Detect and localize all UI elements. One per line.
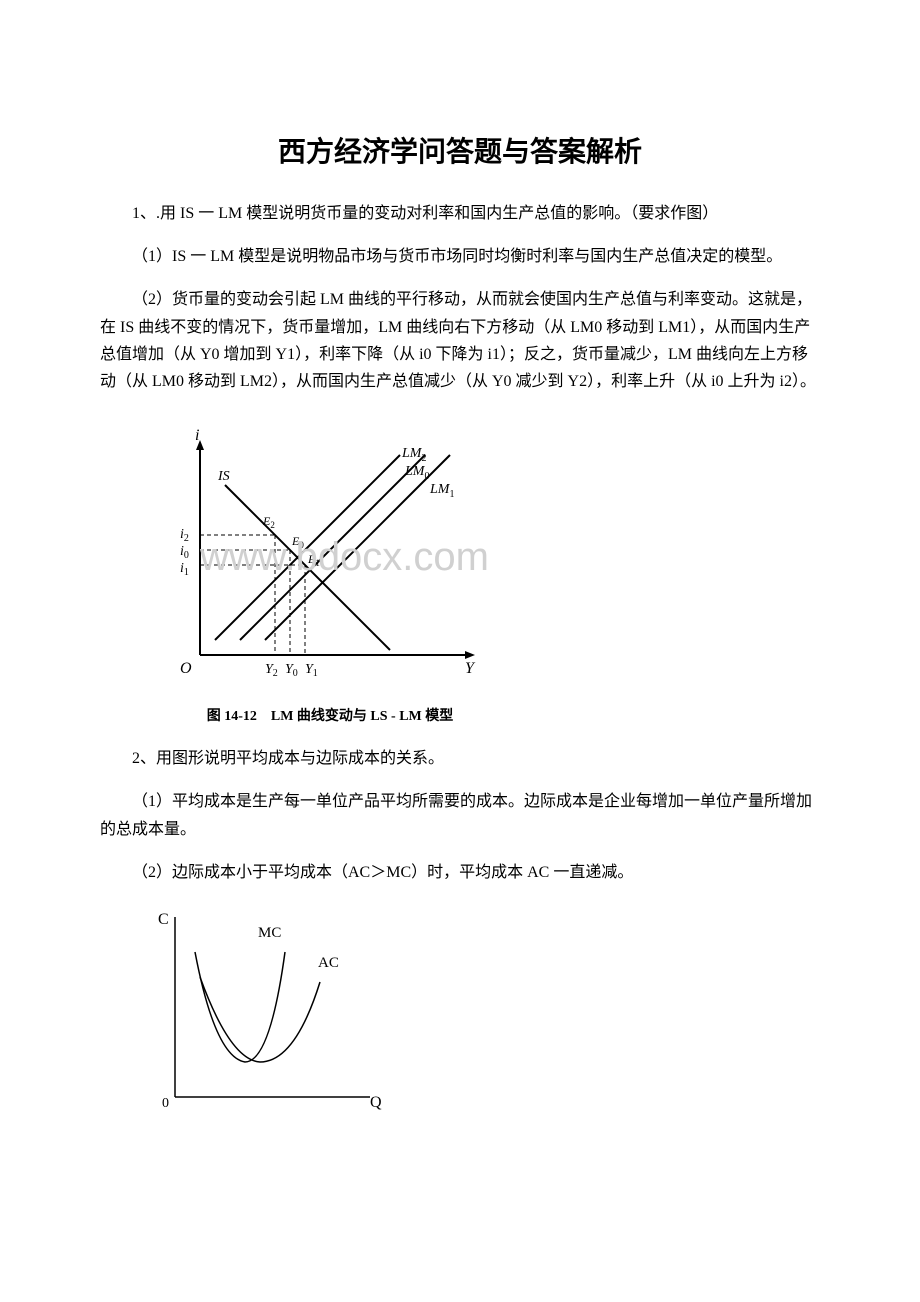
chart1-E2-label: E2 — [262, 514, 275, 530]
chart2-MC-label: MC — [258, 925, 281, 941]
q2-question: 2、用图形说明平均成本与边际成本的关系。 — [100, 745, 820, 772]
chart1-IS-label: IS — [217, 469, 230, 484]
chart1-Y-label: Y — [465, 660, 476, 677]
chart1-i1-label: i1 — [180, 561, 189, 578]
chart2-origin: 0 — [162, 1096, 169, 1111]
chart1-caption: 图 14-12 LM 曲线变动与 LS - LM 模型 — [140, 705, 520, 725]
chart1-i2-label: i2 — [180, 527, 189, 544]
chart1-origin: O — [180, 660, 192, 677]
cost-chart: C Q 0 MC AC — [140, 902, 400, 1127]
chart1-i0-label: i0 — [180, 544, 189, 561]
chart2-C-label: C — [158, 911, 169, 928]
q2-answer1: （1）平均成本是生产每一单位产品平均所需要的成本。边际成本是企业每增加一单位产量… — [100, 788, 820, 842]
q1-answer1: （1）IS 一 LM 模型是说明物品市场与货币市场同时均衡时利率与国内生产总值决… — [100, 243, 820, 270]
islm-chart: i Y O IS LM2 LM0 LM1 E2 E0 E1 i2 i0 i1 Y… — [140, 415, 520, 695]
document-title: 西方经济学问答题与答案解析 — [100, 130, 820, 170]
chart2-AC-label: AC — [318, 955, 339, 971]
chart2-Q-label: Q — [370, 1094, 382, 1111]
chart1-i-label: i — [195, 427, 199, 444]
chart1-LM1-label: LM1 — [429, 482, 454, 500]
chart1-container: www.bdocx.com i Y O — [140, 415, 820, 725]
q2-answer2: （2）边际成本小于平均成本（AC＞MC）时，平均成本 AC 一直递减。 — [100, 859, 820, 886]
q1-question: 1、.用 IS 一 LM 模型说明货币量的变动对利率和国内生产总值的影响。（要求… — [100, 200, 820, 227]
chart1-LM0-label: LM0 — [404, 464, 429, 482]
chart1-E0-label: E0 — [291, 534, 304, 550]
chart1-Y0-label: Y0 — [285, 662, 298, 679]
q1-answer2: （2）货币量的变动会引起 LM 曲线的平行移动，从而就会使国内生产总值与利率变动… — [100, 286, 820, 395]
chart1-Y2-label: Y2 — [265, 662, 278, 679]
chart1-LM2-label: LM2 — [401, 446, 426, 464]
chart1-E1-label: E1 — [307, 552, 320, 568]
chart1-Y1-label: Y1 — [305, 662, 318, 679]
